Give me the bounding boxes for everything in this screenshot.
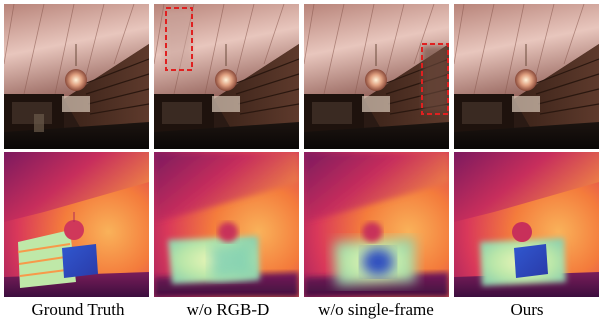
rgb-panel-no-rgbd bbox=[154, 4, 299, 149]
depth-map-image bbox=[304, 152, 449, 297]
room-render-image bbox=[304, 4, 449, 149]
caption-no-single-frame: w/o single-frame bbox=[318, 300, 434, 319]
room-render-image bbox=[4, 4, 149, 149]
rgb-panel-ours bbox=[454, 4, 599, 149]
rgb-panel-no-single-frame bbox=[304, 4, 449, 149]
depth-map-image bbox=[454, 152, 599, 297]
room-render-image bbox=[454, 4, 599, 149]
highlight-box bbox=[165, 7, 193, 71]
rgb-panel-ground-truth bbox=[4, 4, 149, 149]
caption-no-rgbd: w/o RGB-D bbox=[186, 300, 270, 319]
caption-ours: Ours bbox=[510, 300, 544, 319]
depth-panel-no-rgbd bbox=[154, 152, 299, 297]
depth-panel-ground-truth bbox=[4, 152, 149, 297]
depth-panel-ours bbox=[454, 152, 599, 297]
depth-panel-no-single-frame bbox=[304, 152, 449, 297]
depth-map-image bbox=[154, 152, 299, 297]
highlight-box bbox=[421, 43, 449, 115]
caption-ground-truth: Ground Truth bbox=[31, 300, 125, 319]
depth-map-image bbox=[4, 152, 149, 297]
room-render-image bbox=[154, 4, 299, 149]
